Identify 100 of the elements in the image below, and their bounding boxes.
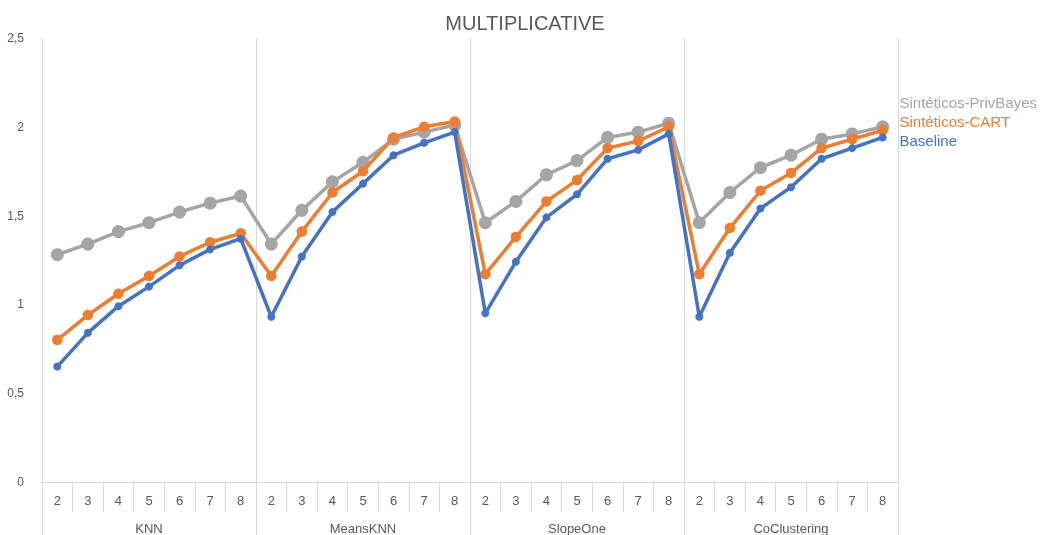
point (846, 133, 858, 145)
point (83, 328, 92, 337)
x-tick-label: 7 (206, 493, 214, 508)
x-tick-label: 6 (175, 493, 184, 508)
x-tick-label: 5 (359, 493, 367, 508)
x-tick-label: 5 (145, 493, 153, 508)
point (570, 154, 584, 168)
text: MeansKNN (329, 521, 397, 535)
x-tick-label: 4 (756, 493, 765, 508)
series-label: Sintéticos-CART (899, 113, 1011, 130)
point (787, 183, 795, 192)
x-tick-label: 4 (328, 493, 337, 508)
point (53, 362, 62, 371)
point (878, 133, 887, 142)
point (50, 248, 64, 262)
x-tick-label: 6 (817, 493, 826, 508)
point (695, 312, 704, 321)
x-tick-label: 2 (267, 493, 275, 508)
point (359, 179, 367, 188)
point (724, 222, 736, 234)
point (175, 261, 184, 270)
x-tick-label: 2 (695, 493, 703, 508)
text: CoClustering (753, 521, 829, 535)
series-label: Baseline (899, 132, 957, 149)
point (478, 216, 492, 230)
x-tick-label: 7 (420, 493, 428, 508)
point (174, 251, 185, 262)
point (266, 270, 277, 282)
point (206, 245, 215, 254)
chart-title: MULTIPLICATIVE (445, 12, 605, 34)
y-tick-label: 2,5 (7, 31, 25, 45)
point (511, 257, 520, 266)
x-tick-label: 6 (603, 493, 612, 508)
point (418, 121, 430, 133)
x-tick-label: 4 (114, 493, 123, 508)
point (753, 161, 767, 175)
point (634, 145, 643, 154)
x-tick-label: 6 (389, 493, 398, 508)
point (755, 185, 766, 196)
x-tick-label: 3 (512, 493, 520, 508)
point (784, 148, 798, 162)
point (297, 252, 306, 261)
point (694, 268, 705, 280)
point (143, 270, 155, 282)
x-tick-label: 2 (53, 493, 61, 508)
y-tick-label: 0,5 (7, 386, 25, 401)
point (111, 225, 125, 239)
x-tick-label: 3 (298, 493, 306, 508)
point (389, 151, 398, 160)
point (114, 302, 123, 311)
point (817, 154, 826, 163)
point (539, 168, 553, 182)
point (264, 237, 278, 251)
point (236, 234, 245, 243)
y-tick-label: 1,5 (7, 208, 25, 223)
x-tick-label: 8 (879, 493, 887, 508)
text: KNN (135, 521, 163, 535)
point (296, 226, 308, 237)
point (509, 194, 523, 208)
point (295, 203, 309, 217)
text: SlopeOne (548, 521, 606, 535)
point (327, 187, 338, 198)
point (173, 205, 187, 219)
x-tick-label: 3 (84, 493, 92, 508)
point (113, 288, 124, 299)
x-tick-label: 8 (451, 493, 459, 508)
x-tick-label: 3 (726, 493, 734, 508)
point (203, 196, 217, 210)
point (450, 128, 459, 137)
point (632, 135, 644, 147)
point (480, 268, 491, 280)
x-tick-label: 8 (237, 493, 245, 508)
point (602, 142, 613, 154)
x-tick-label: 5 (573, 493, 581, 508)
point (603, 154, 612, 163)
point (601, 130, 615, 144)
point (357, 165, 369, 177)
point (328, 208, 337, 217)
x-tick-label: 7 (634, 493, 642, 508)
point (234, 189, 248, 203)
point (848, 144, 857, 153)
point (82, 309, 94, 321)
x-tick-label: 2 (481, 493, 489, 508)
y-tick-label: 2 (17, 119, 25, 134)
point (541, 196, 552, 207)
point (81, 237, 95, 251)
point (510, 231, 522, 243)
point (481, 309, 490, 318)
y-tick-label: 0 (17, 475, 25, 489)
point (420, 138, 429, 147)
x-tick-label: 5 (787, 493, 795, 508)
point (571, 174, 583, 186)
point (542, 213, 551, 222)
point (449, 116, 460, 127)
point (725, 248, 734, 257)
point (816, 142, 827, 154)
point (785, 167, 797, 179)
y-tick-label: 1 (17, 297, 25, 312)
x-tick-label: 4 (542, 493, 551, 508)
point (52, 334, 63, 346)
